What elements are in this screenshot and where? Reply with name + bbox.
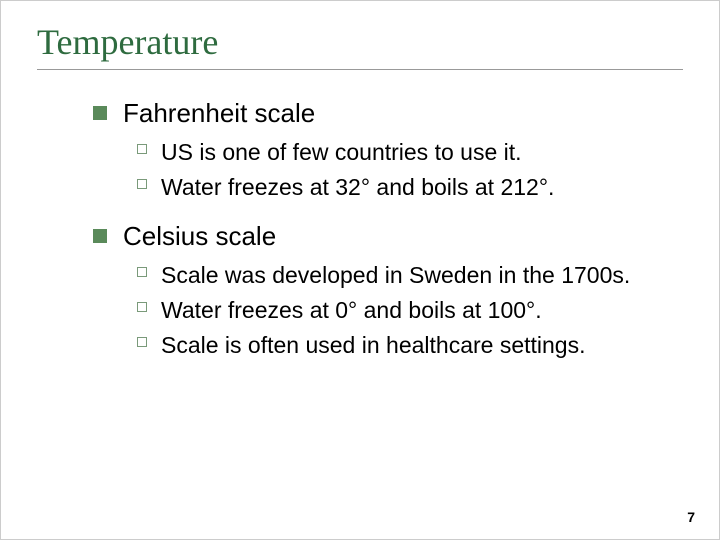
- hollow-square-bullet-icon: [137, 179, 147, 189]
- list-item-label: Fahrenheit scale: [123, 98, 663, 129]
- sub-list-item: Scale was developed in Sweden in the 170…: [137, 260, 663, 291]
- slide-content: Fahrenheit scale US is one of few countr…: [37, 98, 683, 361]
- hollow-square-bullet-icon: [137, 337, 147, 347]
- sub-list-item-text: US is one of few countries to use it.: [161, 137, 663, 168]
- sub-list: Scale was developed in Sweden in the 170…: [93, 260, 663, 361]
- sub-list-item-text: Water freezes at 32° and boils at 212°.: [161, 172, 663, 203]
- hollow-square-bullet-icon: [137, 267, 147, 277]
- slide-title: Temperature: [37, 21, 683, 70]
- hollow-square-bullet-icon: [137, 144, 147, 154]
- slide: Temperature Fahrenheit scale US is one o…: [1, 1, 719, 539]
- list-item: Fahrenheit scale: [93, 98, 663, 129]
- square-bullet-icon: [93, 229, 107, 243]
- list-item-label: Celsius scale: [123, 221, 663, 252]
- list-item: Celsius scale: [93, 221, 663, 252]
- sub-list-item-text: Scale was developed in Sweden in the 170…: [161, 260, 663, 291]
- page-number: 7: [687, 509, 695, 525]
- sub-list-item-text: Water freezes at 0° and boils at 100°.: [161, 295, 663, 326]
- sub-list-item: Water freezes at 32° and boils at 212°.: [137, 172, 663, 203]
- sub-list: US is one of few countries to use it. Wa…: [93, 137, 663, 203]
- sub-list-item-text: Scale is often used in healthcare settin…: [161, 330, 663, 361]
- sub-list-item: Scale is often used in healthcare settin…: [137, 330, 663, 361]
- sub-list-item: US is one of few countries to use it.: [137, 137, 663, 168]
- square-bullet-icon: [93, 106, 107, 120]
- hollow-square-bullet-icon: [137, 302, 147, 312]
- sub-list-item: Water freezes at 0° and boils at 100°.: [137, 295, 663, 326]
